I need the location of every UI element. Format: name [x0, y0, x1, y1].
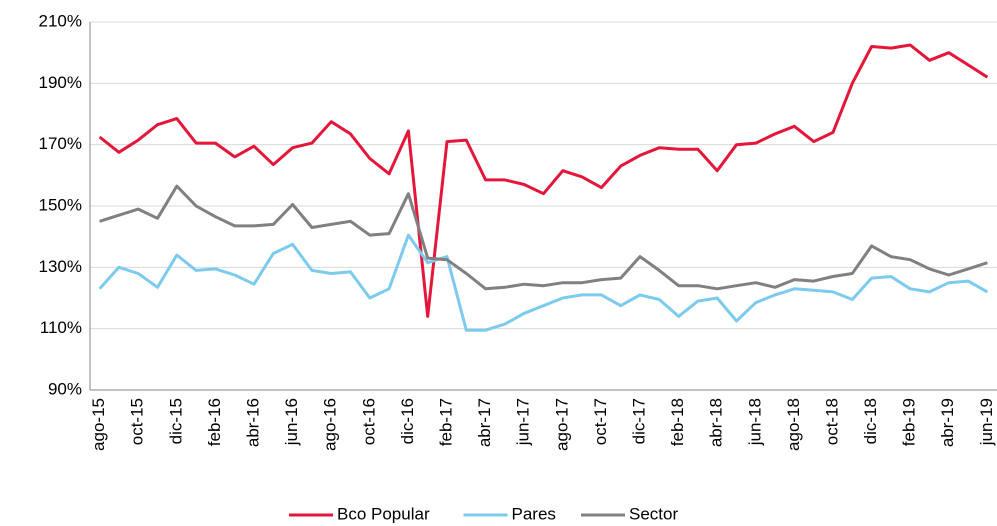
x-tick-label: feb-19	[900, 398, 919, 446]
y-tick-label: 210%	[39, 11, 82, 30]
x-tick-label: abr-17	[475, 398, 494, 447]
x-tick-label: dic-17	[629, 398, 648, 444]
x-tick-label: oct-18	[822, 398, 841, 445]
x-tick-label: dic-15	[166, 398, 185, 444]
y-tick-label: 130%	[39, 257, 82, 276]
x-tick-label: abr-19	[938, 398, 957, 447]
x-tick-label: jun-17	[514, 398, 533, 446]
y-tick-label: 90%	[48, 379, 82, 398]
y-tick-label: 190%	[39, 73, 82, 92]
x-tick-label: feb-16	[205, 398, 224, 446]
x-tick-label: ago-16	[321, 398, 340, 451]
x-tick-label: feb-17	[436, 398, 455, 446]
x-tick-label: abr-16	[244, 398, 263, 447]
x-tick-label: jun-18	[745, 398, 764, 446]
x-tick-label: jun-19	[977, 398, 996, 446]
y-tick-label: 150%	[39, 195, 82, 214]
line	[99, 184, 988, 291]
y-tick-label: 170%	[39, 134, 82, 153]
x-tick-label: oct-17	[591, 398, 610, 445]
line	[98, 233, 989, 332]
x-tick-label: ago-15	[89, 398, 108, 451]
x-tick-label: abr-18	[707, 398, 726, 447]
x-tick-label: dic-18	[861, 398, 880, 444]
x-tick-label: dic-16	[398, 398, 417, 444]
x-tick-label: feb-18	[668, 398, 687, 446]
x-tick-label: oct-15	[128, 398, 147, 445]
y-tick-label: 110%	[40, 318, 82, 337]
x-tick-label: jun-16	[282, 398, 301, 446]
legend-label: Bco Popular	[337, 504, 430, 523]
line	[98, 43, 989, 318]
x-tick-label: ago-17	[552, 398, 571, 451]
x-tick-label: ago-18	[784, 398, 803, 451]
legend-label: Sector	[629, 504, 678, 523]
x-tick-label: oct-16	[359, 398, 378, 445]
legend-label: Pares	[512, 504, 556, 523]
